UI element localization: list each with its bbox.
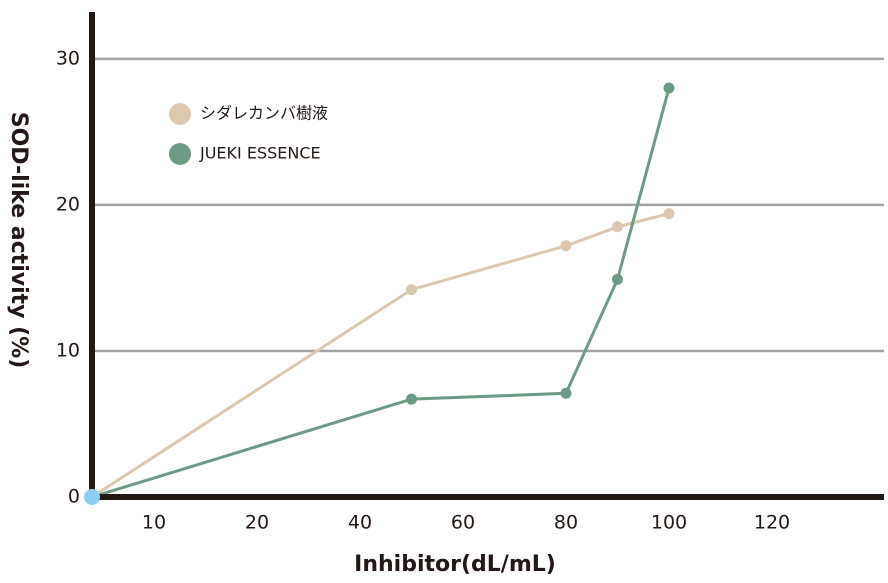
x-tick-label: 60 (451, 512, 475, 534)
data-point (612, 221, 623, 233)
data-point (663, 82, 675, 94)
data-point (406, 284, 417, 296)
y-tick-label: 0 (68, 486, 80, 508)
x-tick-label: 10 (142, 512, 166, 534)
data-point (406, 393, 417, 405)
data-point (560, 387, 572, 399)
y-tick-label: 10 (56, 339, 80, 361)
x-tick-label: 40 (348, 512, 372, 534)
data-point (663, 208, 675, 220)
y-axis-title: SOD-like activity (%) (6, 112, 31, 369)
plot-area (91, 82, 675, 499)
y-tick-label: 20 (56, 193, 80, 215)
legend-label: JUEKI ESSENCE (199, 144, 321, 163)
y-tick-label: 30 (56, 47, 80, 69)
origin-marker (84, 489, 100, 505)
x-tick-label: 120 (754, 512, 790, 534)
x-tick-label: 80 (554, 512, 578, 534)
data-point (612, 273, 623, 285)
x-tick-label: 20 (245, 512, 269, 534)
grid (92, 57, 884, 353)
legend-label: シダレカンバ樹液 (200, 104, 328, 123)
x-axis-title: Inhibitor(dL/mL) (354, 552, 556, 577)
data-point (560, 240, 572, 252)
x-tick-label: 100 (651, 512, 687, 534)
legend-marker (169, 103, 191, 125)
legend-marker (169, 143, 191, 165)
